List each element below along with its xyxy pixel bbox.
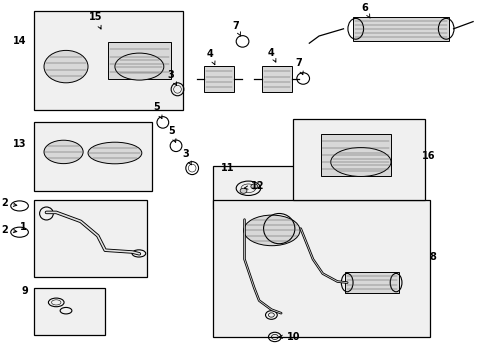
Text: 5: 5: [153, 102, 162, 118]
Bar: [203, 66, 234, 92]
Text: 6: 6: [360, 3, 369, 18]
Text: 11: 11: [221, 163, 234, 174]
Bar: [261, 66, 291, 92]
Bar: [212, 200, 429, 337]
Bar: [293, 119, 425, 200]
Ellipse shape: [88, 142, 142, 164]
Text: 9: 9: [21, 286, 28, 296]
Text: 8: 8: [428, 252, 435, 262]
Ellipse shape: [330, 148, 390, 176]
Bar: [34, 11, 183, 110]
Bar: [34, 200, 146, 277]
Text: 10: 10: [279, 332, 300, 342]
Bar: [34, 122, 151, 191]
Text: 7: 7: [294, 58, 303, 75]
Text: 3: 3: [167, 70, 176, 86]
Text: 13: 13: [13, 139, 26, 149]
Bar: [212, 166, 303, 209]
Circle shape: [240, 188, 246, 193]
Text: 4: 4: [267, 48, 275, 62]
Ellipse shape: [115, 53, 163, 80]
Text: 5: 5: [167, 126, 176, 142]
Text: 15: 15: [88, 12, 102, 29]
Text: 14: 14: [13, 36, 26, 46]
Ellipse shape: [44, 140, 83, 163]
Bar: [34, 288, 105, 335]
Text: 1: 1: [20, 222, 27, 232]
Bar: [352, 17, 447, 41]
Bar: [107, 41, 171, 79]
Text: 2: 2: [1, 198, 17, 208]
Ellipse shape: [44, 50, 88, 83]
Text: 7: 7: [232, 21, 240, 36]
Text: 16: 16: [421, 151, 434, 161]
Text: 4: 4: [206, 49, 215, 65]
Text: 3: 3: [182, 149, 191, 165]
Text: 2: 2: [1, 225, 17, 235]
Circle shape: [250, 184, 257, 189]
Bar: [344, 272, 398, 293]
Bar: [320, 134, 390, 175]
Ellipse shape: [243, 215, 300, 246]
Text: 12: 12: [244, 181, 264, 191]
